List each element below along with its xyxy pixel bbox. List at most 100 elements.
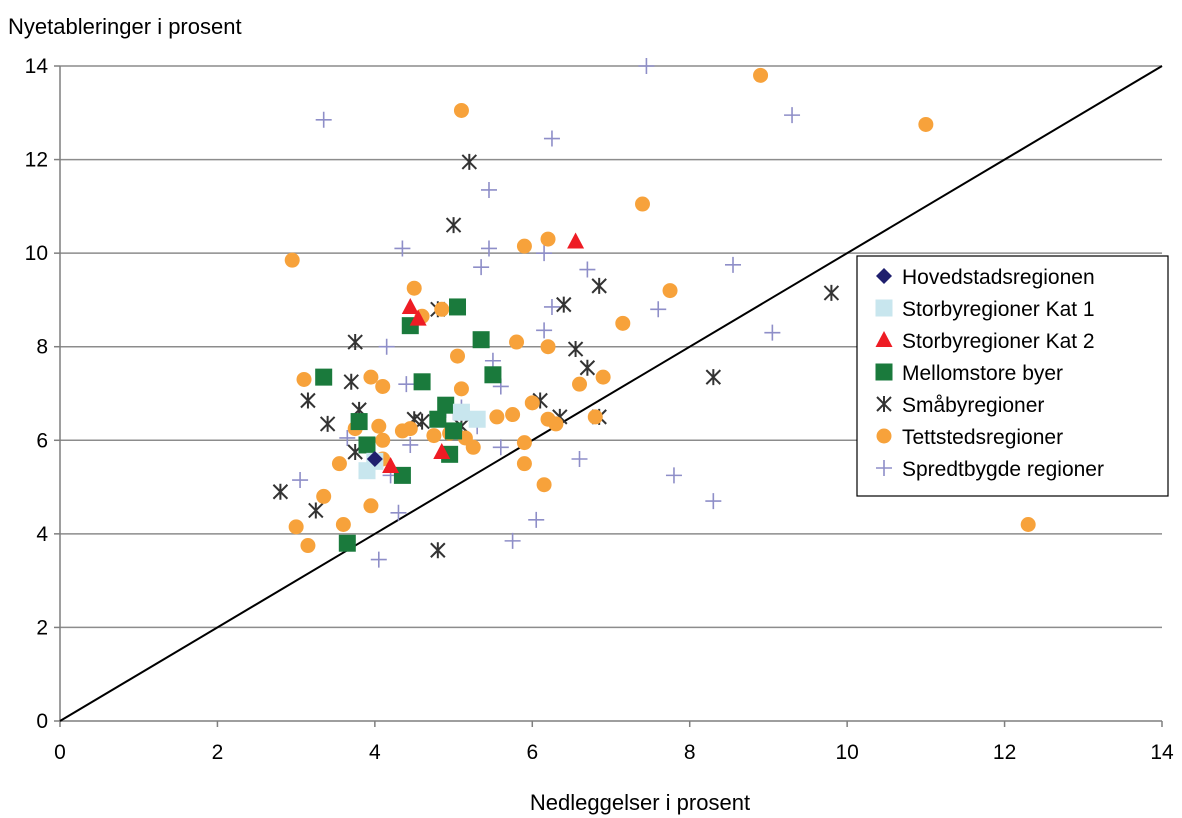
data-point bbox=[288, 519, 304, 535]
legend-box bbox=[856, 255, 1169, 497]
data-point bbox=[504, 532, 521, 549]
data-point bbox=[536, 245, 553, 262]
data-point bbox=[516, 456, 532, 472]
data-point bbox=[543, 130, 560, 147]
data-point bbox=[638, 58, 655, 74]
data-point bbox=[823, 284, 840, 301]
data-point bbox=[567, 341, 584, 358]
data-point bbox=[434, 301, 450, 317]
data-point bbox=[453, 381, 469, 397]
data-point bbox=[595, 369, 611, 385]
data-point bbox=[339, 429, 356, 446]
data-point bbox=[579, 359, 596, 376]
legend-label: Småbyregioner bbox=[902, 394, 1044, 417]
x-tick-label: 8 bbox=[684, 741, 696, 764]
data-point bbox=[375, 432, 391, 448]
data-point bbox=[705, 369, 722, 386]
data-point bbox=[375, 378, 391, 394]
x-tick-label: 14 bbox=[1150, 741, 1174, 764]
y-tick-labels: 0 2 4 6 8 10 12 14 bbox=[25, 55, 60, 733]
legend-label: Storbyregioner Kat 1 bbox=[902, 298, 1095, 321]
legend-marker bbox=[875, 299, 893, 317]
data-point bbox=[338, 534, 356, 552]
data-point bbox=[662, 283, 678, 299]
data-point bbox=[429, 410, 447, 428]
data-point bbox=[705, 493, 722, 510]
data-point bbox=[449, 298, 467, 316]
legend-label: Mellomstore byer bbox=[902, 362, 1063, 385]
data-point bbox=[473, 259, 490, 276]
y-tick-label: 4 bbox=[36, 523, 48, 546]
x-axis-title: Nedleggelser i prosent bbox=[530, 790, 750, 815]
data-point bbox=[398, 376, 415, 393]
data-point bbox=[371, 418, 387, 434]
data-point bbox=[308, 502, 324, 519]
data-point bbox=[505, 407, 521, 423]
data-point bbox=[650, 301, 667, 318]
data-point bbox=[378, 338, 395, 355]
y-axis-title: Nyetableringer i prosent bbox=[8, 14, 242, 39]
diagonal-reference-line bbox=[59, 65, 1163, 722]
data-point bbox=[414, 413, 430, 430]
data-point bbox=[343, 373, 359, 390]
data-point bbox=[516, 238, 532, 254]
data-point bbox=[725, 256, 742, 273]
data-point bbox=[484, 366, 502, 384]
data-point bbox=[445, 422, 463, 440]
data-point bbox=[284, 252, 300, 268]
data-point bbox=[753, 67, 769, 83]
data-point bbox=[472, 331, 490, 349]
data-point bbox=[571, 451, 588, 467]
data-point bbox=[402, 421, 418, 437]
data-point bbox=[468, 410, 486, 428]
data-point bbox=[509, 334, 525, 350]
data-point bbox=[516, 435, 532, 451]
legend-label: Tettstedsregioner bbox=[902, 426, 1063, 449]
data-point bbox=[615, 315, 631, 331]
data-point bbox=[489, 409, 505, 425]
data-points bbox=[272, 58, 1036, 568]
data-point bbox=[350, 413, 368, 431]
data-point bbox=[450, 348, 466, 364]
data-point bbox=[316, 488, 332, 504]
data-point bbox=[572, 376, 588, 392]
legend: Hovedstadsregionen Storbyregioner Kat 1 St… bbox=[856, 255, 1169, 497]
data-point bbox=[300, 538, 316, 554]
legend-label: Spredtbygde regioner bbox=[902, 458, 1104, 481]
data-point bbox=[437, 396, 455, 414]
x-tick-label: 4 bbox=[369, 741, 381, 764]
y-tick-label: 14 bbox=[25, 55, 49, 78]
data-point bbox=[540, 231, 556, 247]
y-tick-label: 10 bbox=[25, 242, 48, 265]
data-point bbox=[347, 334, 363, 351]
x-tick-label: 2 bbox=[212, 741, 224, 764]
data-point bbox=[426, 428, 442, 444]
data-point bbox=[540, 339, 556, 355]
data-point bbox=[445, 217, 462, 234]
data-point bbox=[363, 369, 379, 385]
data-point bbox=[390, 504, 407, 521]
data-point bbox=[579, 261, 596, 278]
data-point bbox=[296, 371, 312, 387]
data-point bbox=[524, 395, 540, 411]
data-point bbox=[292, 472, 309, 489]
gridlines bbox=[60, 65, 1162, 629]
data-point bbox=[528, 511, 545, 528]
data-point bbox=[406, 280, 422, 296]
data-point bbox=[370, 551, 387, 568]
data-point bbox=[272, 483, 289, 500]
data-point bbox=[536, 477, 552, 493]
data-point bbox=[433, 442, 451, 459]
legend-marker bbox=[875, 363, 893, 381]
data-point bbox=[413, 373, 431, 391]
data-point bbox=[430, 542, 446, 559]
data-point bbox=[300, 392, 316, 409]
data-point bbox=[319, 415, 336, 432]
data-point bbox=[591, 277, 607, 294]
data-point bbox=[461, 153, 478, 170]
y-tick-label: 12 bbox=[25, 149, 48, 172]
data-point bbox=[363, 498, 379, 514]
data-point bbox=[366, 451, 383, 467]
data-point bbox=[548, 416, 564, 432]
data-point bbox=[484, 352, 501, 369]
